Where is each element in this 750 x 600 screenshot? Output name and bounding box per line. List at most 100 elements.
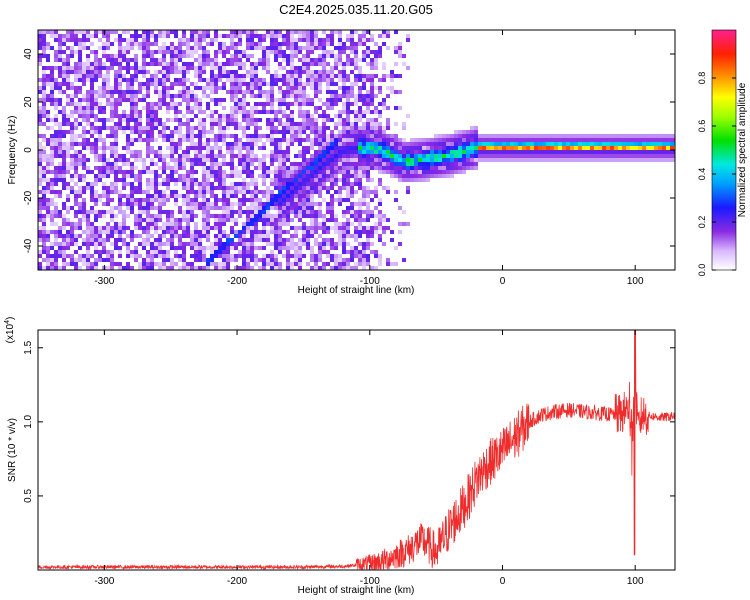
heatmap-cell: [38, 198, 42, 202]
heatmap-cell: [366, 166, 370, 170]
heatmap-cell: [106, 226, 110, 230]
heatmap-cell: [290, 254, 294, 258]
heatmap-cell: [226, 70, 230, 74]
heatmap-cell: [394, 46, 398, 50]
heatmap-cell: [122, 66, 126, 70]
heatmap-cell: [238, 230, 242, 234]
heatmap-cell: [154, 110, 158, 114]
heatmap-cell: [242, 230, 246, 234]
heatmap-cell: [334, 178, 338, 182]
heatmap-cell: [178, 90, 182, 94]
heatmap-cell: [374, 54, 378, 58]
heatmap-cell: [474, 158, 478, 162]
heatmap-cell: [362, 122, 366, 126]
heatmap-cell: [338, 162, 342, 166]
snr-series-line: [38, 330, 675, 570]
heatmap-cell: [302, 38, 306, 42]
heatmap-cell: [118, 158, 122, 162]
heatmap-cell: [370, 214, 374, 218]
heatmap-cell: [194, 202, 198, 206]
heatmap-cell: [506, 154, 510, 158]
heatmap-cell: [418, 146, 422, 150]
heatmap-cell: [54, 122, 58, 126]
heatmap-cell: [254, 62, 258, 66]
heatmap-cell: [562, 150, 566, 154]
heatmap-cell: [254, 214, 258, 218]
heatmap-cell: [166, 162, 170, 166]
heatmap-cell: [346, 166, 350, 170]
heatmap-cell: [90, 106, 94, 110]
heatmap-cell: [346, 114, 350, 118]
heatmap-cell: [270, 106, 274, 110]
heatmap-cell: [78, 258, 82, 262]
heatmap-cell: [42, 122, 46, 126]
heatmap-cell: [130, 46, 134, 50]
heatmap-cell: [206, 150, 210, 154]
heatmap-cell: [234, 174, 238, 178]
heatmap-cell: [214, 202, 218, 206]
heatmap-cell: [98, 134, 102, 138]
heatmap-cell: [286, 82, 290, 86]
heatmap-cell: [294, 66, 298, 70]
heatmap-cell: [666, 142, 670, 146]
heatmap-cell: [106, 42, 110, 46]
heatmap-cell: [214, 222, 218, 226]
heatmap-cell: [314, 186, 318, 190]
heatmap-cell: [446, 166, 450, 170]
heatmap-cell: [278, 222, 282, 226]
heatmap-cell: [366, 258, 370, 262]
heatmap-cell: [182, 226, 186, 230]
heatmap-cell: [74, 162, 78, 166]
heatmap-cell: [182, 82, 186, 86]
heatmap-cell: [74, 242, 78, 246]
heatmap-cell: [38, 30, 42, 34]
heatmap-cell: [126, 206, 130, 210]
heatmap-cell: [110, 146, 114, 150]
heatmap-cell: [118, 58, 122, 62]
heatmap-cell: [230, 174, 234, 178]
heatmap-cell: [206, 158, 210, 162]
heatmap-cell: [590, 146, 594, 150]
heatmap-cell: [198, 162, 202, 166]
heatmap-cell: [282, 174, 286, 178]
heatmap-cell: [90, 230, 94, 234]
heatmap-cell: [350, 86, 354, 90]
heatmap-cell: [282, 54, 286, 58]
heatmap-cell: [46, 182, 50, 186]
heatmap-cell: [42, 114, 46, 118]
heatmap-cell: [86, 210, 90, 214]
heatmap-cell: [194, 70, 198, 74]
heatmap-cell: [154, 246, 158, 250]
heatmap-cell: [346, 134, 350, 138]
heatmap-cell: [50, 258, 54, 262]
heatmap-cell: [146, 114, 150, 118]
heatmap-cell: [442, 158, 446, 162]
heatmap-cell: [170, 174, 174, 178]
heatmap-cell: [626, 138, 630, 142]
heatmap-cell: [342, 138, 346, 142]
heatmap-cell: [394, 246, 398, 250]
heatmap-cell: [330, 50, 334, 54]
heatmap-cell: [438, 134, 442, 138]
heatmap-cell: [194, 194, 198, 198]
heatmap-cell: [310, 198, 314, 202]
heatmap-cell: [370, 154, 374, 158]
heatmap-cell: [86, 242, 90, 246]
heatmap-cell: [170, 86, 174, 90]
heatmap-cell: [342, 70, 346, 74]
heatmap-cell: [74, 154, 78, 158]
heatmap-cell: [318, 162, 322, 166]
heatmap-cell: [262, 34, 266, 38]
heatmap-cell: [390, 162, 394, 166]
heatmap-cell: [334, 198, 338, 202]
heatmap-cell: [322, 186, 326, 190]
heatmap-cell: [322, 70, 326, 74]
heatmap-cell: [198, 186, 202, 190]
heatmap-cell: [374, 230, 378, 234]
heatmap-cell: [558, 138, 562, 142]
heatmap-cell: [334, 94, 338, 98]
heatmap-cell: [182, 166, 186, 170]
heatmap-cell: [362, 110, 366, 114]
heatmap-cell: [198, 202, 202, 206]
heatmap-cell: [342, 102, 346, 106]
